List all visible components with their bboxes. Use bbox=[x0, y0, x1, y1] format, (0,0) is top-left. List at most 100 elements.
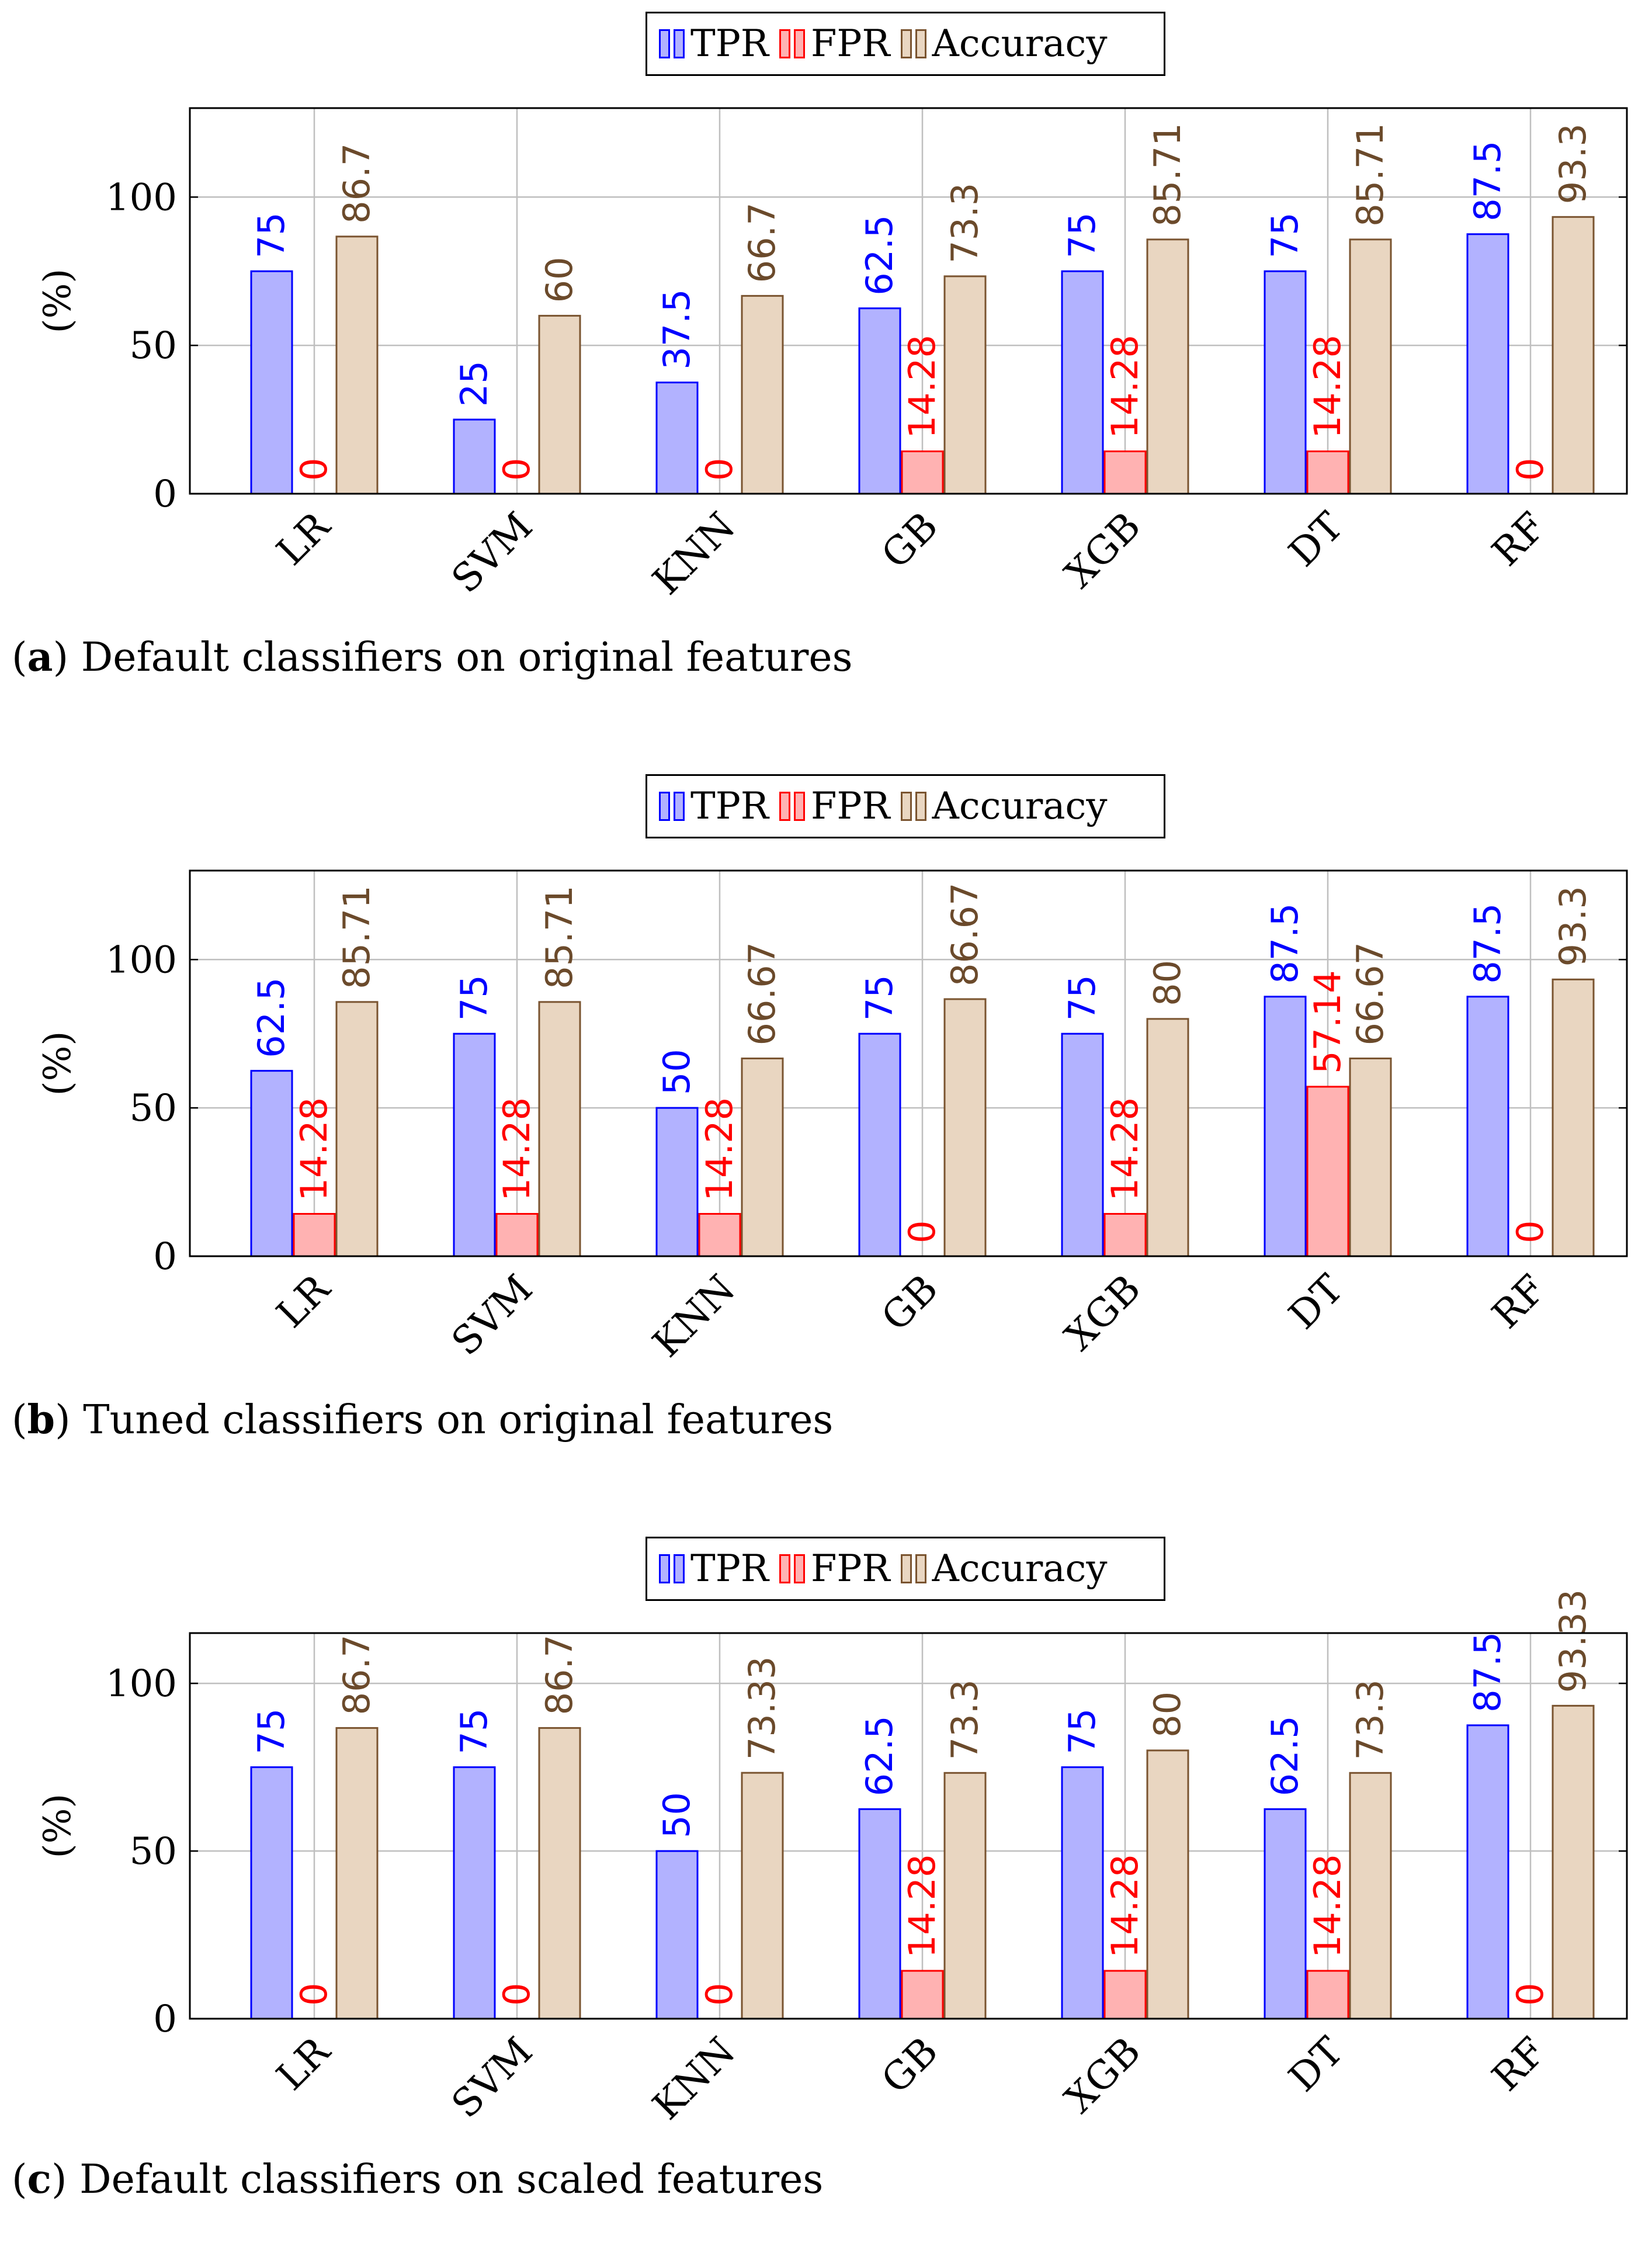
data-label: 85.71 bbox=[1146, 123, 1189, 227]
bar-accuracy-rf bbox=[1552, 1704, 1595, 2020]
x-tick-label: KNN bbox=[644, 504, 744, 604]
x-tick-label: LR bbox=[268, 1265, 339, 1336]
bar-tpr-dt bbox=[1264, 1808, 1307, 2020]
data-label: 62.5 bbox=[250, 978, 293, 1058]
bar-tpr-xgb bbox=[1061, 270, 1104, 495]
bar-accuracy-dt bbox=[1349, 1772, 1392, 2020]
bar-accuracy-dt bbox=[1349, 1058, 1392, 1257]
bar-accuracy-rf bbox=[1552, 978, 1595, 1257]
x-tick-label: RF bbox=[1483, 1266, 1554, 1337]
x-tick-label: GB bbox=[873, 504, 946, 577]
legend-swatch bbox=[659, 792, 670, 821]
legend-label: FPR bbox=[810, 22, 890, 65]
data-label: 73.3 bbox=[943, 183, 986, 264]
legend-swatch bbox=[659, 1554, 670, 1583]
bar-tpr-lr bbox=[250, 270, 293, 495]
data-label: 14.28 bbox=[1306, 335, 1349, 439]
data-label: 80 bbox=[1146, 1692, 1189, 1738]
y-tick-label: 0 bbox=[153, 1998, 177, 2041]
data-label: 75 bbox=[1061, 975, 1103, 1021]
plot-frame bbox=[189, 107, 1628, 495]
legend-label: FPR bbox=[810, 1547, 890, 1590]
bar-fpr-dt bbox=[1306, 1086, 1349, 1257]
data-label: 86.7 bbox=[335, 143, 378, 224]
legend-label: TPR bbox=[690, 785, 769, 828]
data-label: 14.28 bbox=[901, 335, 943, 439]
legend-swatch bbox=[900, 1554, 912, 1583]
bar-tpr-gb bbox=[858, 307, 901, 495]
caption-letter: c bbox=[27, 2156, 51, 2203]
data-label: 75 bbox=[250, 212, 293, 258]
bar-accuracy-knn bbox=[741, 1058, 784, 1257]
bar-tpr-dt bbox=[1264, 996, 1307, 1257]
y-tick-label: 0 bbox=[153, 473, 177, 516]
bar-tpr-svm bbox=[453, 418, 496, 495]
x-tick-label: DT bbox=[1280, 2029, 1352, 2101]
data-label: 0 bbox=[698, 458, 741, 481]
caption-text: Default classifiers on scaled features bbox=[79, 2157, 824, 2203]
legend-item-tpr: TPR bbox=[659, 785, 769, 828]
figure-caption: (b) Tuned classifiers on original featur… bbox=[12, 1396, 834, 1443]
bar-tpr-svm bbox=[453, 1032, 496, 1257]
bar-accuracy-lr bbox=[335, 1001, 379, 1257]
legend-item-tpr: TPR bbox=[659, 1547, 769, 1590]
legend-swatch bbox=[779, 29, 790, 58]
data-label: 66.67 bbox=[741, 942, 783, 1046]
chart-panel-a: TPR FPR Accuracy 0 50 100 (%) 75 25 37.5 62.5 75 75 8… bbox=[0, 12, 1652, 722]
data-label: 73.3 bbox=[1349, 1679, 1391, 1760]
data-label: 62.5 bbox=[858, 1715, 901, 1796]
legend-label: Accuracy bbox=[932, 22, 1108, 65]
legend-swatch bbox=[674, 792, 685, 821]
bar-accuracy-gb bbox=[943, 998, 987, 1257]
bar-tpr-xgb bbox=[1061, 1032, 1104, 1257]
data-label: 86.67 bbox=[943, 882, 986, 986]
bar-fpr-knn bbox=[698, 1213, 741, 1257]
legend-swatch bbox=[793, 29, 805, 58]
x-tick-label: DT bbox=[1280, 504, 1352, 576]
legend-swatch bbox=[779, 1554, 790, 1583]
legend-item-accuracy: Accuracy bbox=[900, 785, 1108, 828]
bar-fpr-dt bbox=[1306, 450, 1349, 495]
y-tick-label: 100 bbox=[106, 1662, 177, 1706]
legend-swatch bbox=[674, 29, 685, 58]
bar-fpr-gb bbox=[901, 1970, 944, 2020]
bar-fpr-svm bbox=[495, 1213, 539, 1257]
plot-frame bbox=[189, 869, 1628, 1257]
data-label: 14.28 bbox=[293, 1097, 335, 1201]
x-tick-label: XGB bbox=[1056, 2029, 1149, 2122]
data-label: 25 bbox=[453, 361, 495, 407]
caption-text: Tuned classifiers on original features bbox=[83, 1397, 834, 1443]
legend-item-accuracy: Accuracy bbox=[900, 1547, 1107, 1590]
data-label: 14.28 bbox=[1103, 1097, 1146, 1201]
data-label: 75 bbox=[250, 1708, 293, 1755]
data-label: 80 bbox=[1146, 960, 1189, 1006]
x-tick-label: XGB bbox=[1056, 504, 1149, 597]
data-label: 62.5 bbox=[1264, 1715, 1306, 1796]
y-axis-label: (%) bbox=[36, 1031, 79, 1096]
data-label: 0 bbox=[901, 1221, 943, 1243]
bar-accuracy-svm bbox=[538, 314, 581, 495]
x-tick-label: LR bbox=[268, 502, 339, 574]
legend-swatch bbox=[915, 29, 926, 58]
data-label: 0 bbox=[495, 458, 538, 481]
legend-label: TPR bbox=[690, 22, 769, 65]
legend: TPR FPR Accuracy bbox=[645, 12, 1165, 76]
plot-frame bbox=[189, 1632, 1628, 2020]
data-label: 85.71 bbox=[1349, 123, 1391, 227]
x-tick-label: KNN bbox=[644, 1266, 744, 1366]
caption-text: Default classifiers on original features bbox=[81, 635, 853, 681]
caption-letter: a bbox=[27, 634, 53, 681]
y-tick-label: 0 bbox=[153, 1235, 177, 1278]
x-tick-label: SVM bbox=[443, 504, 541, 602]
legend-swatch bbox=[915, 792, 926, 821]
legend-swatch bbox=[659, 29, 670, 58]
data-label: 85.71 bbox=[335, 885, 378, 989]
bar-fpr-lr bbox=[293, 1213, 336, 1257]
bar-accuracy-xgb bbox=[1146, 238, 1189, 495]
legend-label: Accuracy bbox=[932, 785, 1108, 828]
data-label: 85.71 bbox=[538, 885, 581, 989]
bar-accuracy-xgb bbox=[1146, 1018, 1189, 1257]
x-tick-label: GB bbox=[873, 1266, 946, 1340]
data-label: 87.5 bbox=[1466, 141, 1509, 221]
legend: TPR FPR Accuracy bbox=[645, 1537, 1165, 1601]
